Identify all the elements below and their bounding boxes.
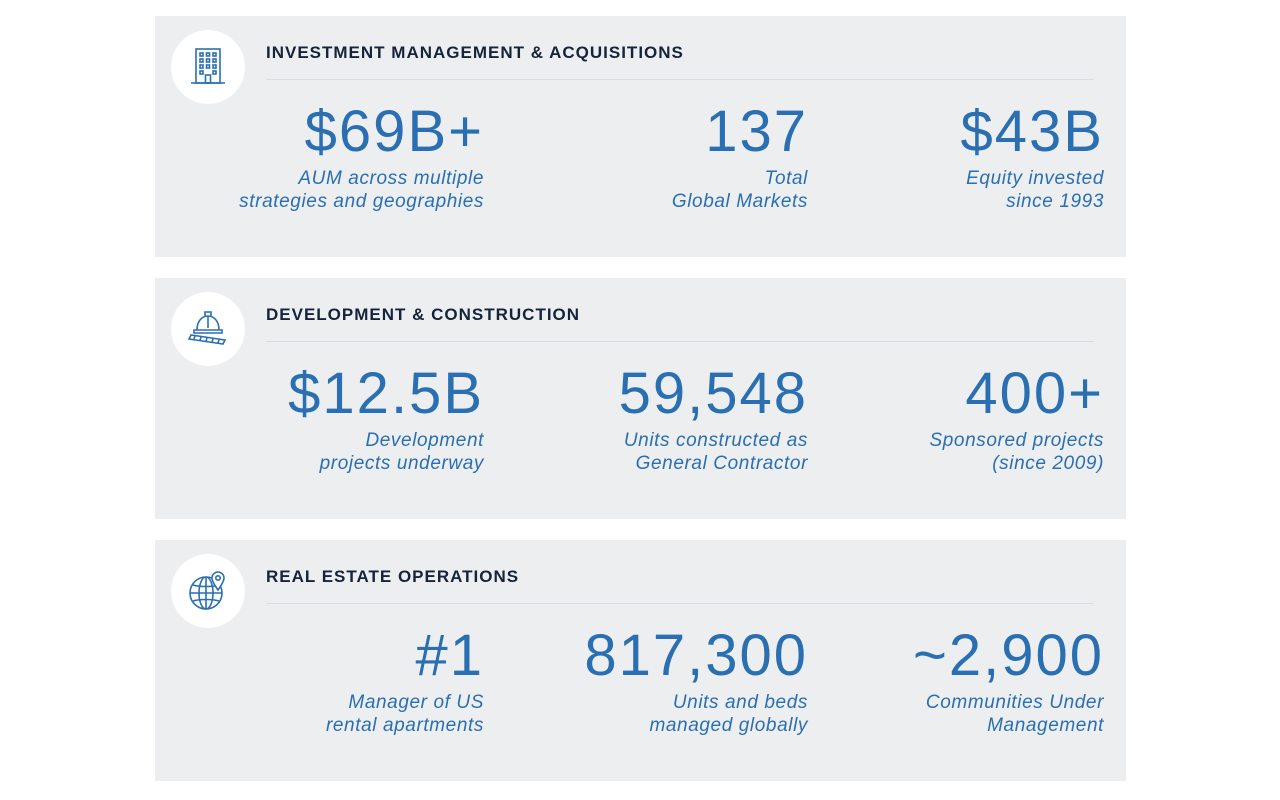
section-development-construction: DEVELOPMENT & CONSTRUCTION $12.5B Develo… bbox=[155, 278, 1126, 519]
stat-sponsored-projects: 400+ Sponsored projects (since 2009) bbox=[929, 363, 1104, 475]
divider bbox=[266, 341, 1094, 342]
globe-location-pin-icon bbox=[171, 554, 245, 628]
stat-units-beds-managed: 817,300 Units and beds managed globally bbox=[584, 625, 808, 737]
stat-value: $43B bbox=[960, 99, 1104, 164]
stat-description: Total Global Markets bbox=[671, 168, 808, 212]
stat-value: 59,548 bbox=[618, 361, 808, 426]
stat-units-constructed: 59,548 Units constructed as General Cont… bbox=[619, 363, 808, 475]
stat-value: 137 bbox=[705, 99, 808, 164]
hard-hat-blueprint-icon bbox=[171, 292, 245, 366]
stat-value: ~2,900 bbox=[912, 623, 1104, 688]
stat-description: Communities Under Management bbox=[925, 692, 1104, 736]
stat-description: Development projects underway bbox=[319, 430, 484, 474]
stat-value: $69B+ bbox=[304, 99, 484, 164]
stat-value: #1 bbox=[415, 623, 484, 688]
stat-value: 400+ bbox=[965, 361, 1104, 426]
stat-description: Manager of US rental apartments bbox=[325, 692, 484, 736]
stat-description: Units constructed as General Contractor bbox=[623, 430, 808, 474]
building-icon bbox=[171, 30, 245, 104]
stat-description: Sponsored projects (since 2009) bbox=[929, 430, 1104, 474]
stat-description: AUM across multiple strategies and geogr… bbox=[239, 168, 484, 212]
section-real-estate-operations: REAL ESTATE OPERATIONS #1 Manager of US … bbox=[155, 540, 1126, 781]
section-investment-management: INVESTMENT MANAGEMENT & ACQUISITIONS $69… bbox=[155, 16, 1126, 257]
divider bbox=[266, 79, 1094, 80]
stat-description: Equity invested since 1993 bbox=[966, 168, 1104, 212]
divider bbox=[266, 603, 1094, 604]
stat-description: Units and beds managed globally bbox=[649, 692, 808, 736]
section-title: INVESTMENT MANAGEMENT & ACQUISITIONS bbox=[266, 43, 684, 62]
section-title: DEVELOPMENT & CONSTRUCTION bbox=[266, 305, 581, 324]
section-title: REAL ESTATE OPERATIONS bbox=[266, 567, 520, 586]
stat-rental-manager-rank: #1 Manager of US rental apartments bbox=[326, 625, 484, 737]
stat-aum: $69B+ AUM across multiple strategies and… bbox=[239, 101, 484, 213]
stat-value: $12.5B bbox=[288, 361, 484, 426]
stat-global-markets: 137 Total Global Markets bbox=[672, 101, 808, 213]
stat-equity-invested: $43B Equity invested since 1993 bbox=[961, 101, 1104, 213]
stat-communities-managed: ~2,900 Communities Under Management bbox=[913, 625, 1104, 737]
stat-value: 817,300 bbox=[584, 623, 808, 688]
stat-development-projects: $12.5B Development projects underway bbox=[288, 363, 484, 475]
